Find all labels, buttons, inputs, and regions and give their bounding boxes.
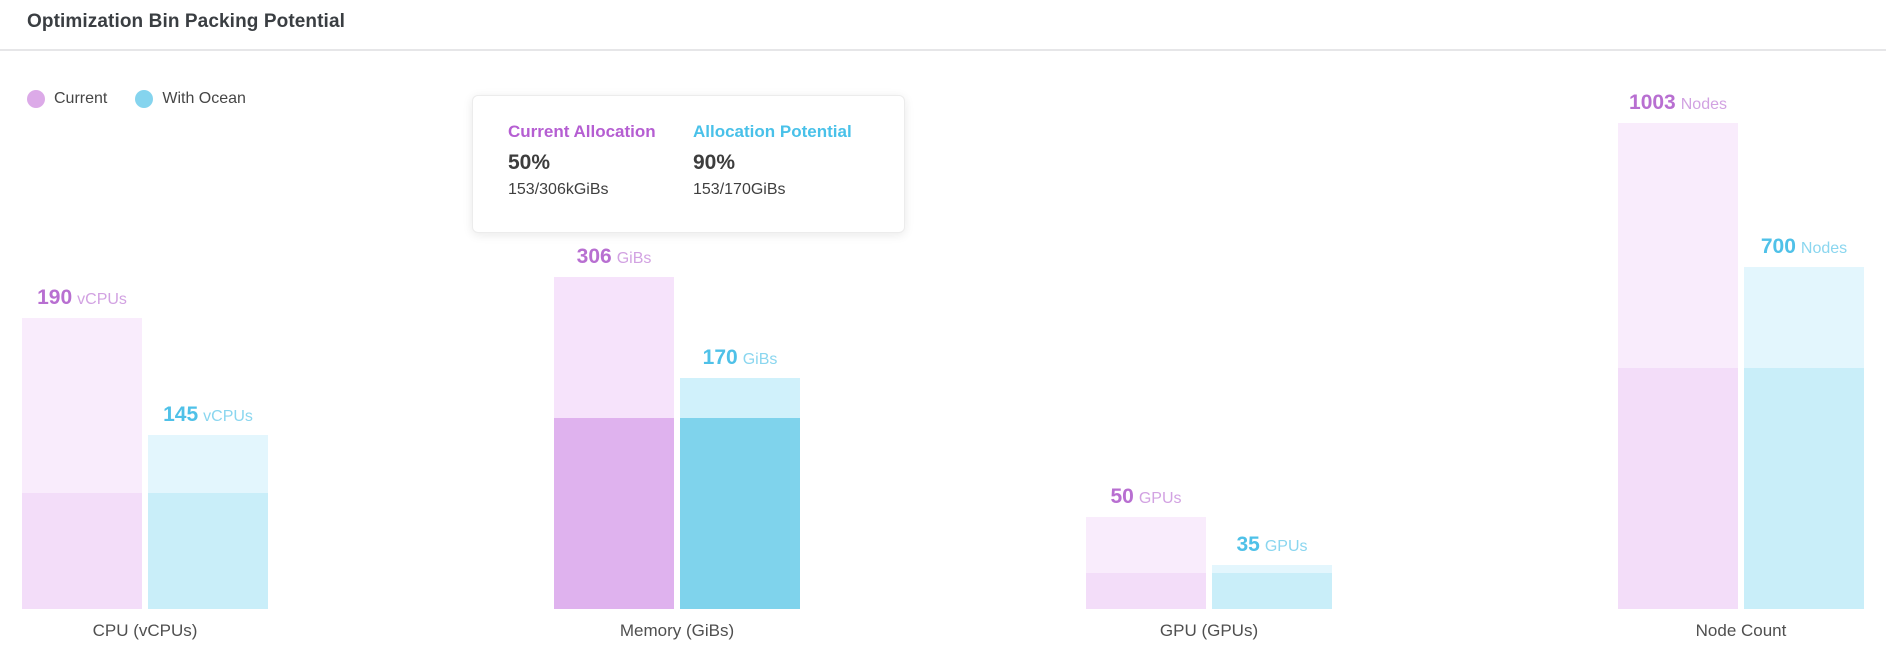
bar-fill-with-ocean-gpu — [1212, 573, 1332, 609]
tooltip-current-allocation: Current Allocation 50% 153/306kGiBs — [508, 121, 693, 232]
header-divider — [0, 49, 1886, 51]
value-label-current-gpu: 50 GPUs — [1110, 485, 1182, 508]
bar-fill-current-node-count — [1618, 368, 1738, 609]
value-label-current-memory: 306 GiBs — [576, 245, 652, 268]
bar-fill-current-gpu — [1086, 573, 1206, 609]
category-label-cpu: CPU (vCPUs) — [92, 621, 198, 640]
legend-dot-current-icon — [27, 90, 45, 108]
legend-label-current: Current — [54, 90, 108, 107]
tooltip-potential-heading: Allocation Potential — [693, 122, 852, 141]
legend-item-with-ocean[interactable]: With Ocean — [135, 90, 246, 108]
category-label-gpu: GPU (GPUs) — [1159, 621, 1259, 640]
value-label-with-ocean-memory: 170 GiBs — [702, 346, 778, 369]
legend: Current With Ocean — [27, 90, 246, 108]
bar-with-ocean-node-count[interactable] — [1744, 267, 1864, 609]
bar-with-ocean-gpu[interactable] — [1212, 565, 1332, 609]
page-title: Optimization Bin Packing Potential — [27, 11, 345, 32]
bar-with-ocean-cpu[interactable] — [148, 435, 268, 609]
bar-with-ocean-memory[interactable] — [680, 378, 800, 609]
bar-current-gpu[interactable] — [1086, 517, 1206, 609]
bar-current-node-count[interactable] — [1618, 123, 1738, 609]
bar-fill-current-memory — [554, 418, 674, 609]
tooltip-current-detail: 153/306kGiBs — [508, 181, 609, 198]
legend-dot-with-ocean-icon — [135, 90, 154, 108]
tooltip: Current Allocation 50% 153/306kGiBs Allo… — [472, 95, 905, 233]
tooltip-potential-detail: 153/170GiBs — [693, 181, 786, 198]
bar-fill-with-ocean-memory — [680, 418, 800, 609]
tooltip-allocation-potential: Allocation Potential 90% 153/170GiBs — [693, 121, 878, 232]
value-label-with-ocean-node-count: 700 Nodes — [1760, 235, 1848, 258]
bar-fill-current-cpu — [22, 493, 142, 609]
value-label-current-node-count: 1003 Nodes — [1629, 91, 1727, 114]
legend-item-current[interactable]: Current — [27, 90, 107, 108]
bar-current-memory[interactable] — [554, 277, 674, 609]
value-label-current-cpu: 190 vCPUs — [37, 286, 127, 309]
bar-fill-with-ocean-node-count — [1744, 368, 1864, 609]
tooltip-current-value: 50% — [508, 151, 551, 174]
category-label-memory: Memory (GiBs) — [619, 621, 735, 640]
bar-current-cpu[interactable] — [22, 318, 142, 609]
tooltip-current-heading: Current Allocation — [508, 122, 656, 141]
value-label-with-ocean-cpu: 145 vCPUs — [163, 403, 253, 426]
value-label-with-ocean-gpu: 35 GPUs — [1236, 533, 1308, 556]
category-label-node-count: Node Count — [1695, 621, 1787, 640]
bar-fill-with-ocean-cpu — [148, 493, 268, 609]
legend-label-with-ocean: With Ocean — [162, 90, 246, 107]
tooltip-potential-value: 90% — [693, 151, 736, 174]
